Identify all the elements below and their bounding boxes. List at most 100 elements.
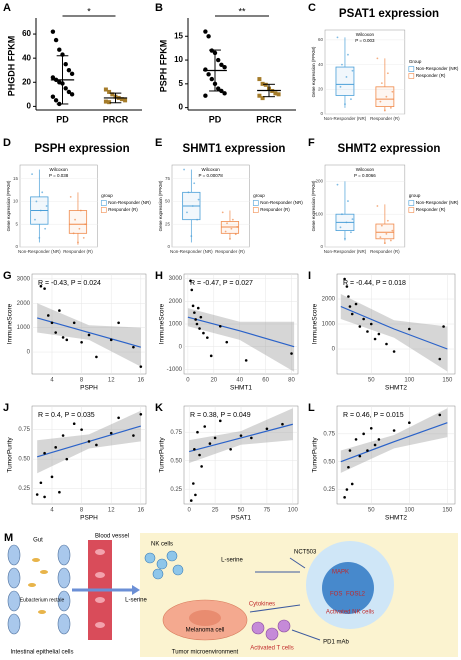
data-point [392,429,396,432]
y-tick-label: 5 [179,79,184,88]
box [375,86,395,107]
annotation: R = -0.44, P = 0.018 [343,280,406,287]
data-point [110,92,115,97]
data-point [350,312,354,316]
x-tick-label: Non-Responder (NR) [324,116,367,121]
data-point [336,36,339,39]
data-point [380,224,383,227]
x-tick-label: 4 [50,378,54,384]
y-tick-label: 5 [15,221,18,226]
y-tick-label: 75 [165,176,171,181]
diagram-label: L-serine [221,558,243,564]
legend-title: group [101,193,113,198]
panel-label: G [3,270,12,282]
data-point [196,218,199,221]
data-point [408,327,411,331]
data-point [45,205,48,207]
y-axis-label: Gene expression (FPKM) [6,180,11,231]
data-point [376,205,379,207]
x-tick-label: 100 [404,508,415,514]
data-point [341,213,343,216]
data-point [391,229,394,232]
plot-frame [336,405,456,505]
data-point [351,69,354,72]
data-point [236,226,239,228]
x-tick-label: 16 [137,508,144,514]
data-point [196,430,199,434]
data-point [66,68,72,73]
data-point [54,446,57,449]
x-tick-label: 12 [108,508,115,514]
legend-label: Responder (R) [108,207,138,212]
legend-key [408,207,415,213]
legend-key [100,207,107,213]
data-point [347,200,349,202]
data-point [344,103,346,106]
error-bar [209,49,221,92]
data-point [107,89,112,94]
diagram-label: PD1 mAb [323,640,349,646]
y-tick-label: 50 [165,199,171,204]
data-point [350,482,354,486]
plot-frame [324,164,406,248]
data-point [369,322,373,326]
data-point [385,342,388,346]
blood-cells [95,549,105,628]
data-point [377,438,381,441]
y-tick-label: -1000 [167,367,183,373]
data-point [65,457,69,461]
antibody-line [291,629,321,641]
x-tick-label: 25 [212,508,219,514]
legend-label: Responder (R) [416,73,446,78]
x-tick-label: 75 [264,508,271,514]
x-tick-label: 0 [188,508,192,514]
regression-line [340,305,448,350]
y-tick-label: 40 [318,62,324,67]
y-axis-label: Gene expression (FPKM) [158,180,163,231]
data-point [109,431,113,435]
regression-line [340,422,448,463]
x-tick-label: 4 [50,508,54,514]
data-point [224,230,227,233]
y-axis-label: TumorPurity [159,437,166,473]
panel-label: C [308,2,316,14]
data-point [379,236,382,239]
plot-frame [31,405,147,505]
data-point [183,168,185,171]
diagram-label: Eubacterium rectale [20,597,65,603]
data-point [132,345,135,349]
confidence-band [340,294,448,372]
data-point [438,413,442,417]
x-axis-label: SHMT1 [230,385,252,392]
data-point [386,219,389,222]
data-point [257,93,262,98]
data-point [345,76,348,78]
annotation: R = -0.47, P = 0.027 [190,280,253,287]
annotation: R = 0.4, P = 0.035 [38,412,95,419]
x-tick-label: 50 [238,508,245,514]
data-point [226,222,228,225]
data-point [191,304,195,308]
data-point [225,340,229,344]
data-point [343,496,346,499]
data-point [35,200,38,203]
x-tick-label: Responder (R) [215,249,245,254]
data-point [273,91,278,96]
x-tick-label: 50 [368,378,375,384]
data-point [34,218,36,221]
y-tick-label: 3000 [169,276,183,282]
x-tick-label: 50 [368,508,375,514]
epithelium [7,544,71,635]
panel-label: H [155,270,163,282]
data-point [354,438,358,441]
data-point [216,57,221,63]
data-point [442,325,445,328]
data-point [281,422,284,426]
y-tick-label: 2000 [17,301,31,307]
data-point [260,96,265,101]
diagram-label: L-serine [125,598,147,604]
panel-label: E [155,137,162,149]
legend-key [252,207,259,213]
y-tick-label: 15 [174,31,183,40]
data-point [389,106,392,109]
